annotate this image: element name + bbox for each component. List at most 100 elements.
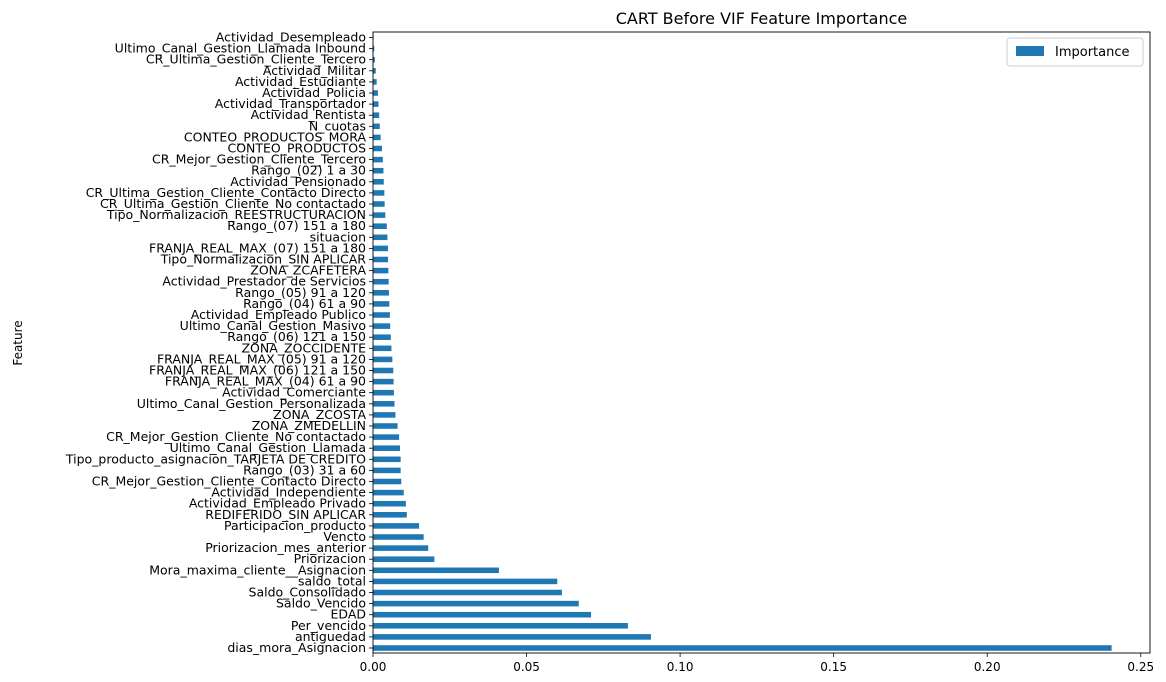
x-tick-label-3: 0.15 [820, 660, 847, 674]
y-tick-label-12: REDIFERIDO_SIN APLICAR [205, 507, 366, 522]
bar-47 [373, 123, 380, 130]
y-tick-label-9: Priorizacion_mes_anterior [205, 540, 367, 555]
bar-54 [373, 45, 375, 52]
y-tick-label-39: Tipo_Normalizacion_REESTRUCTURACION [106, 207, 366, 222]
y-tick-labels: dias_mora_AsignacionantiguedadPer_vencid… [65, 30, 373, 655]
y-tick-label-30: Actividad_Empleado Publico [191, 307, 366, 322]
bar-25 [373, 367, 394, 374]
y-tick-label-42: Actividad_Pensionado [230, 174, 366, 189]
y-tick-label-35: Tipo_Normalizacion_SIN APLICAR [160, 252, 367, 267]
bar-0 [373, 645, 1112, 651]
y-tick-label-16: Rango_(03) 31 a 60 [243, 462, 366, 477]
bar-8 [373, 556, 435, 562]
chart-title: CART Before VIF Feature Importance [616, 9, 908, 28]
bar-44 [373, 156, 383, 163]
y-tick-label-26: FRANJA_REAL_MAX_(05) 91 a 120 [157, 351, 366, 366]
bar-50 [373, 90, 378, 96]
bar-7 [373, 567, 499, 574]
y-tick-label-14: Actividad_Independiente [211, 485, 366, 500]
bar-14 [373, 489, 404, 496]
bar-26 [373, 356, 393, 363]
bar-34 [373, 267, 389, 274]
bar-23 [373, 389, 394, 396]
bar-10 [373, 534, 424, 540]
y-tick-label-52: Actividad_Militar [263, 63, 367, 78]
bar-16 [373, 467, 401, 474]
y-tick-label-38: Rango_(07) 151 a 180 [227, 218, 366, 233]
bar-24 [373, 378, 394, 385]
y-tick-label-44: CR_Mejor_Gestion_Cliente_Tercero [152, 152, 366, 167]
y-tick-label-51: Actividad_Estudiante [235, 74, 366, 89]
bar-11 [373, 523, 420, 529]
bar-5 [373, 589, 562, 596]
bar-19 [373, 434, 400, 440]
y-tick-label-33: Actividad_Prestador de Servicios [162, 274, 366, 289]
bar-6 [373, 578, 558, 585]
bar-42 [373, 179, 384, 185]
y-tick-label-46: CONTEO_PRODUCTOS_MORA [184, 129, 367, 144]
x-tick-label-5: 0.25 [1127, 660, 1154, 674]
bar-53 [373, 56, 375, 63]
bar-49 [373, 101, 379, 107]
bar-1 [373, 634, 651, 640]
x-tick-label-1: 0.05 [513, 660, 540, 674]
bar-51 [373, 79, 377, 85]
y-tick-label-29: Ultimo_Canal_Gestion_Masivo [180, 318, 366, 333]
y-tick-label-32: Rango_(05) 91 a 120 [235, 285, 366, 300]
legend-swatch [1016, 46, 1044, 56]
x-tick-label-0: 0.00 [360, 660, 387, 674]
y-tick-label-2: Per_vencido [291, 618, 366, 633]
y-tick-label-22: Ultimo_Canal_Gestion_Personalizada [137, 396, 366, 411]
bar-12 [373, 512, 407, 518]
y-tick-label-23: Actividad_Comerciante [222, 385, 366, 400]
y-tick-label-45: CONTEO_PRODUCTOS [227, 141, 366, 156]
bar-48 [373, 112, 380, 118]
y-tick-label-5: Saldo_Consolidado [249, 585, 366, 600]
y-tick-label-11: Participacion_producto [224, 518, 366, 533]
bar-21 [373, 412, 396, 418]
bar-3 [373, 611, 592, 618]
y-tick-label-37: situacion [310, 229, 366, 244]
bar-41 [373, 190, 385, 196]
y-tick-label-3: EDAD [331, 607, 366, 622]
y-tick-label-49: Actividad_Transportador [215, 96, 367, 111]
y-tick-label-24: FRANJA_REAL_MAX_(04) 61 a 90 [165, 374, 366, 389]
y-tick-label-19: CR_Mejor_Gestion_Cliente_No contactado [106, 429, 366, 444]
y-tick-label-36: FRANJA_REAL_MAX_(07) 151 a 180 [149, 240, 366, 255]
bar-4 [373, 600, 579, 607]
bar-22 [373, 401, 395, 407]
y-tick-label-7: Mora_maxima_cliente__Asignacion [149, 562, 366, 577]
bars-group [373, 34, 1112, 651]
y-tick-label-10: Vencto [323, 529, 366, 544]
y-tick-label-31: Rango_(04) 61 a 90 [243, 296, 366, 311]
bar-32 [373, 290, 389, 296]
bar-35 [373, 256, 389, 263]
y-tick-label-40: CR_Ultima_Gestion_Cliente_No contactado [100, 196, 366, 211]
y-tick-label-28: Rango_(06) 121 a 150 [227, 329, 366, 344]
bar-31 [373, 301, 390, 307]
legend: Importance [1006, 37, 1144, 67]
bar-2 [373, 623, 628, 629]
bar-43 [373, 167, 384, 174]
bar-27 [373, 345, 392, 352]
x-tick-label-2: 0.10 [667, 660, 694, 674]
bar-39 [373, 212, 386, 218]
bar-46 [373, 134, 381, 141]
y-tick-label-54: Ultimo_Canal_Gestion_Llamada Inbound [115, 41, 366, 56]
y-tick-label-55: Actividad_Desempleado [216, 30, 366, 45]
legend-series-label: Importance [1055, 45, 1130, 60]
bar-29 [373, 323, 391, 329]
y-tick-label-48: Actividad_Rentista [251, 107, 366, 122]
bar-52 [373, 68, 376, 74]
bar-37 [373, 234, 388, 241]
y-tick-label-6: saldo_total [298, 573, 366, 588]
y-tick-label-18: Ultimo_Canal_Gestion_Llamada [170, 440, 366, 455]
bar-20 [373, 423, 398, 429]
y-tick-label-20: ZONA_ZMEDELLIN [252, 418, 366, 433]
y-tick-label-21: ZONA_ZCOSTA [273, 407, 366, 422]
y-axis-label: Feature [11, 320, 25, 365]
y-tick-label-8: Priorizacion [294, 551, 366, 566]
x-axis: 0.00 0.05 0.10 0.15 0.20 0.25 [360, 653, 1154, 674]
bar-36 [373, 245, 389, 252]
bar-30 [373, 312, 390, 318]
